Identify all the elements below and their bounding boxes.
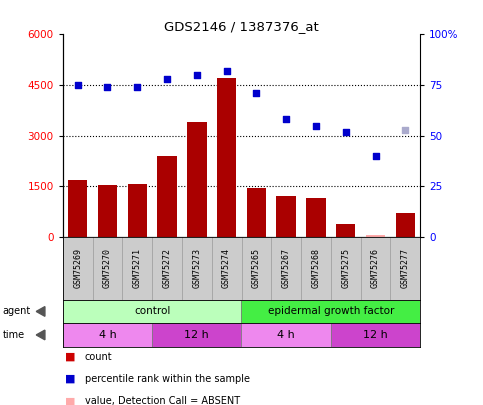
- Bar: [63, 323, 152, 347]
- Point: [312, 122, 320, 129]
- Point: [133, 84, 141, 90]
- Point: [193, 72, 201, 78]
- Text: count: count: [85, 352, 112, 362]
- Bar: [98, 185, 117, 237]
- Text: GSM75268: GSM75268: [312, 248, 320, 288]
- Point: [342, 128, 350, 135]
- Text: ■: ■: [65, 396, 76, 405]
- Bar: [276, 196, 296, 237]
- Text: 4 h: 4 h: [277, 330, 295, 340]
- Text: percentile rank within the sample: percentile rank within the sample: [85, 374, 250, 384]
- Text: ■: ■: [65, 374, 76, 384]
- Text: 12 h: 12 h: [185, 330, 209, 340]
- Bar: [68, 179, 87, 237]
- Text: GSM75269: GSM75269: [73, 248, 82, 288]
- Text: agent: agent: [2, 307, 30, 316]
- Polygon shape: [36, 330, 45, 340]
- Text: GSM75273: GSM75273: [192, 248, 201, 288]
- Text: GSM75271: GSM75271: [133, 248, 142, 288]
- Bar: [242, 300, 420, 323]
- Bar: [336, 224, 355, 237]
- Text: 12 h: 12 h: [363, 330, 388, 340]
- Bar: [247, 188, 266, 237]
- Bar: [306, 198, 326, 237]
- Bar: [217, 78, 236, 237]
- Bar: [242, 323, 331, 347]
- Text: GSM75270: GSM75270: [103, 248, 112, 288]
- Text: epidermal growth factor: epidermal growth factor: [268, 307, 394, 316]
- Text: GSM75265: GSM75265: [252, 248, 261, 288]
- Text: GSM75267: GSM75267: [282, 248, 291, 288]
- Point: [372, 153, 380, 159]
- Polygon shape: [36, 307, 45, 316]
- Bar: [63, 300, 242, 323]
- Title: GDS2146 / 1387376_at: GDS2146 / 1387376_at: [164, 20, 319, 33]
- Text: control: control: [134, 307, 170, 316]
- Bar: [331, 323, 420, 347]
- Point: [223, 68, 230, 74]
- Text: value, Detection Call = ABSENT: value, Detection Call = ABSENT: [85, 396, 240, 405]
- Bar: [187, 122, 207, 237]
- Point: [74, 82, 82, 88]
- Point: [163, 76, 171, 82]
- Bar: [128, 183, 147, 237]
- Text: GSM75277: GSM75277: [401, 248, 410, 288]
- Bar: [157, 156, 177, 237]
- Text: 4 h: 4 h: [99, 330, 116, 340]
- Text: ■: ■: [65, 352, 76, 362]
- Bar: [366, 235, 385, 237]
- Point: [253, 90, 260, 96]
- Point: [104, 84, 112, 90]
- Bar: [152, 323, 242, 347]
- Text: GSM75276: GSM75276: [371, 248, 380, 288]
- Point: [282, 116, 290, 123]
- Text: GSM75272: GSM75272: [163, 248, 171, 288]
- Text: time: time: [2, 330, 25, 340]
- Bar: [396, 213, 415, 237]
- Point: [401, 126, 409, 133]
- Text: GSM75275: GSM75275: [341, 248, 350, 288]
- Text: GSM75274: GSM75274: [222, 248, 231, 288]
